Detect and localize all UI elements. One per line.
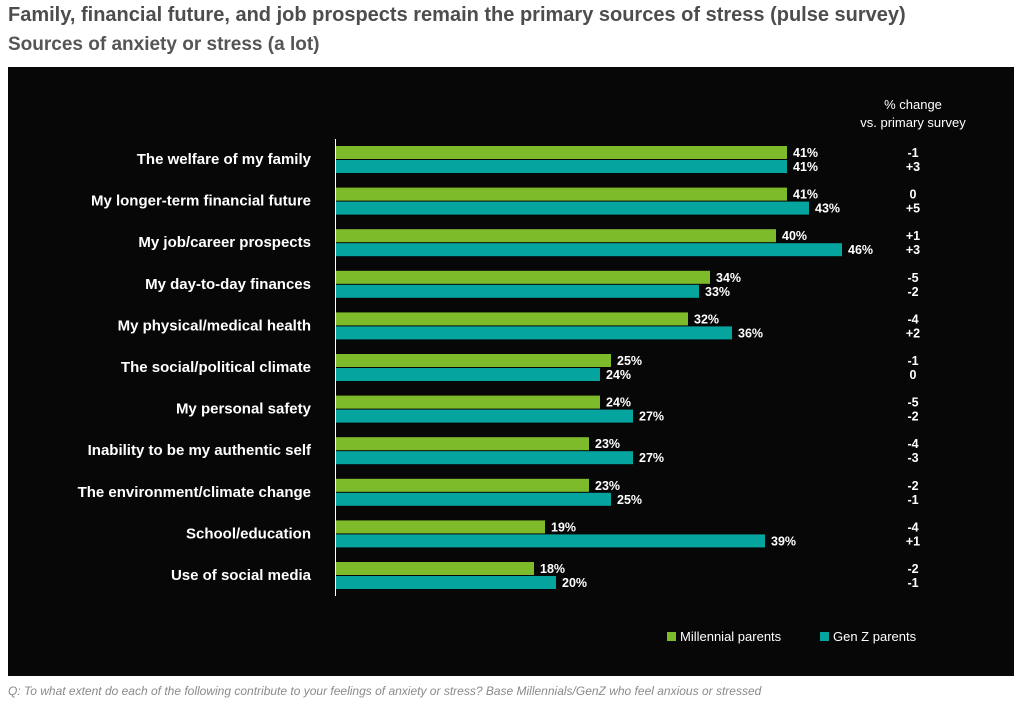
data-label: 19% <box>551 520 576 534</box>
change-value: -1 <box>907 354 918 368</box>
legend-label: Gen Z parents <box>833 629 917 644</box>
page-title: Family, financial future, and job prospe… <box>8 4 906 26</box>
data-label: 23% <box>595 479 620 493</box>
data-label: 32% <box>694 312 719 326</box>
data-label: 43% <box>815 202 840 216</box>
data-label: 34% <box>716 271 741 285</box>
change-value: -4 <box>907 437 918 451</box>
category-label: My job/career prospects <box>138 234 311 251</box>
bar-genz <box>336 492 611 506</box>
bar-genz <box>336 326 732 340</box>
legend-swatch-genz <box>820 632 829 641</box>
change-value: -4 <box>907 520 918 534</box>
bar-millennial <box>336 354 611 367</box>
change-value: -2 <box>907 562 918 576</box>
change-value: -1 <box>907 493 918 507</box>
bar-genz <box>336 451 633 465</box>
category-label: The environment/climate change <box>78 484 311 501</box>
data-label: 25% <box>617 354 642 368</box>
bar-millennial <box>336 146 787 159</box>
bar-genz <box>336 534 765 548</box>
change-value: -3 <box>907 451 918 465</box>
bar-genz <box>336 160 787 173</box>
page-subtitle: Sources of anxiety or stress (a lot) <box>8 34 320 55</box>
bar-millennial <box>336 520 545 534</box>
change-value: -4 <box>907 312 918 326</box>
data-label: 18% <box>540 562 565 576</box>
data-label: 24% <box>606 396 631 410</box>
category-label: My physical/medical health <box>118 317 311 334</box>
chart-panel: % change vs. primary survey The welfare o… <box>8 67 1014 676</box>
bars <box>336 146 842 589</box>
change-value: -5 <box>907 271 918 285</box>
change-value: -2 <box>907 285 918 299</box>
data-label: 27% <box>639 451 664 465</box>
data-label: 20% <box>562 576 587 590</box>
bar-millennial <box>336 312 688 326</box>
change-header-line: vs. primary survey <box>860 115 966 130</box>
category-label: My day-to-day finances <box>145 276 311 293</box>
data-label: 27% <box>639 410 664 424</box>
value-labels: 41%41%41%43%40%46%34%33%32%36%25%24%24%2… <box>540 146 873 590</box>
bar-millennial <box>336 437 589 451</box>
bar-millennial <box>336 478 589 492</box>
change-value: +5 <box>906 202 920 216</box>
category-label: The welfare of my family <box>137 151 312 168</box>
change-value: -1 <box>907 576 918 590</box>
change-value: +1 <box>906 229 920 243</box>
change-value: -1 <box>907 146 918 160</box>
data-label: 41% <box>793 188 818 202</box>
category-label: School/education <box>186 525 311 542</box>
change-header: % change vs. primary survey <box>860 97 966 130</box>
change-value: 0 <box>910 188 917 202</box>
data-label: 24% <box>606 368 631 382</box>
change-value: +3 <box>906 160 920 174</box>
legend-label: Millennial parents <box>680 629 782 644</box>
bar-genz <box>336 284 699 298</box>
bar-millennial <box>336 395 600 409</box>
data-label: 39% <box>771 534 796 548</box>
bar-genz <box>336 201 809 215</box>
category-label: Use of social media <box>171 567 312 584</box>
footnote: Q: To what extent do each of the followi… <box>8 684 762 698</box>
change-header-line: % change <box>884 97 942 112</box>
change-value: +1 <box>906 534 920 548</box>
data-label: 36% <box>738 326 763 340</box>
category-label: My personal safety <box>176 401 312 418</box>
change-value: -2 <box>907 410 918 424</box>
bar-millennial <box>336 187 787 201</box>
change-labels: -1+30+5+1+3-5-2-4+2-10-5-2-4-3-2-1-4+1-2… <box>906 146 920 590</box>
category-label: My longer-term financial future <box>91 193 311 210</box>
change-value: +2 <box>906 326 920 340</box>
data-label: 41% <box>793 160 818 174</box>
bar-genz <box>336 576 556 589</box>
bar-genz <box>336 243 842 257</box>
change-value: +3 <box>906 243 920 257</box>
data-label: 23% <box>595 437 620 451</box>
bar-chart: % change vs. primary survey The welfare o… <box>78 97 967 644</box>
legend: Millennial parents Gen Z parents <box>667 629 917 644</box>
category-label: Inability to be my authentic self <box>88 442 312 459</box>
data-label: 41% <box>793 146 818 160</box>
change-value: -2 <box>907 479 918 493</box>
change-value: -5 <box>907 396 918 410</box>
category-labels: The welfare of my family My longer-term f… <box>78 151 312 584</box>
data-label: 40% <box>782 229 807 243</box>
change-value: 0 <box>910 368 917 382</box>
category-label: The social/political climate <box>121 359 311 376</box>
legend-swatch-millennial <box>667 632 676 641</box>
bar-millennial <box>336 229 776 243</box>
bar-millennial <box>336 270 710 284</box>
bar-millennial <box>336 562 534 575</box>
data-label: 46% <box>848 243 873 257</box>
bar-genz <box>336 368 600 381</box>
data-label: 33% <box>705 285 730 299</box>
bar-genz <box>336 409 633 423</box>
data-label: 25% <box>617 493 642 507</box>
